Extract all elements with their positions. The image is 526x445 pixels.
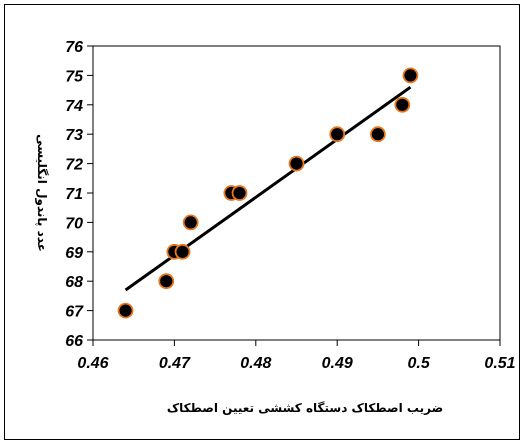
y-tick-label: 68 (65, 274, 83, 291)
data-point (174, 243, 191, 260)
data-point (158, 273, 175, 290)
trendline (124, 85, 412, 292)
y-tick-labels: 66 67 68 69 70 71 72 73 74 75 76 (65, 39, 84, 350)
x-tick-labels: 0.46 0.47 0.48 0.49 0.5 0.51 (77, 355, 515, 372)
data-points (117, 67, 419, 319)
y-tick-label: 74 (65, 98, 83, 115)
data-point (231, 185, 248, 201)
data-point (288, 155, 305, 172)
x-tick-label: 0.49 (322, 355, 353, 372)
y-tick-label: 70 (65, 215, 83, 232)
data-point (394, 96, 411, 113)
y-tick-label: 75 (65, 68, 84, 85)
data-point (369, 126, 386, 143)
x-tick-label: 0.51 (484, 355, 515, 372)
x-tick-label: 0.47 (159, 355, 191, 372)
x-tick-label: 0.5 (407, 355, 430, 372)
axes (87, 45, 501, 346)
x-tick-label: 0.46 (77, 355, 108, 372)
y-tick-label: 69 (65, 245, 83, 262)
data-point (402, 67, 419, 84)
y-axis-label: عدد پاندول انگلیسی (34, 134, 49, 252)
y-tick-label: 66 (65, 333, 83, 350)
x-axis-label: ضریب اصطکاک دستگاه کششی تعیین اصطکاک (167, 401, 443, 415)
y-tick-label: 76 (65, 39, 83, 56)
y-tick-label: 72 (65, 157, 83, 174)
data-point (329, 126, 346, 143)
trendline-group (124, 85, 412, 292)
x-tick-label: 0.48 (240, 355, 271, 372)
data-point (182, 214, 199, 231)
y-tick-label: 73 (65, 127, 83, 144)
plot-area-border (92, 45, 501, 341)
y-tick-label: 71 (65, 186, 83, 203)
y-tick-label: 67 (65, 304, 84, 321)
data-point (117, 302, 134, 319)
